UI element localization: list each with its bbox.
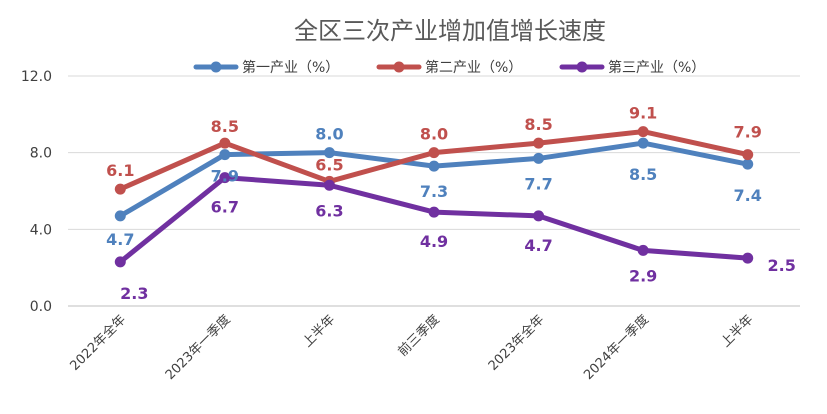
x-tick-label: 2023年全年 bbox=[485, 312, 547, 374]
y-tick-label: 4.0 bbox=[30, 222, 52, 238]
data-label: 2.3 bbox=[120, 284, 148, 303]
data-point bbox=[533, 210, 545, 222]
data-point bbox=[637, 244, 649, 256]
x-tick-label: 上半年 bbox=[718, 312, 756, 350]
y-tick-label: 8.0 bbox=[30, 146, 52, 162]
data-point bbox=[219, 137, 231, 149]
data-point bbox=[742, 252, 754, 264]
data-label: 4.7 bbox=[524, 236, 552, 255]
legend-label: 第三产业（%） bbox=[608, 59, 705, 76]
chart-title: 全区三次产业增加值增长速度 bbox=[294, 17, 606, 45]
data-point bbox=[428, 160, 440, 172]
data-point bbox=[742, 149, 754, 161]
legend-swatch-marker bbox=[210, 61, 222, 73]
data-point bbox=[323, 179, 335, 191]
x-tick-label: 上半年 bbox=[300, 312, 338, 350]
x-tick-label: 前三季度 bbox=[395, 312, 443, 360]
data-point bbox=[114, 210, 126, 222]
data-point bbox=[428, 206, 440, 218]
data-point bbox=[533, 152, 545, 164]
data-labels: 4.7 7.9 8.0 7.3 7.7 8.5 7.4 6.1 8.5 6.5 8.0 8.5 9.1 7… bbox=[106, 104, 796, 303]
data-point bbox=[323, 147, 335, 159]
data-label: 7.7 bbox=[524, 174, 552, 193]
data-point bbox=[742, 158, 754, 170]
data-label: 7.4 bbox=[734, 186, 762, 205]
legend-label: 第二产业（%） bbox=[425, 59, 522, 76]
data-label: 7.9 bbox=[734, 123, 762, 142]
legend-label: 第一产业（%） bbox=[242, 59, 339, 76]
x-tick-label: 2023年一季度 bbox=[162, 312, 233, 383]
data-label: 6.1 bbox=[106, 161, 134, 180]
data-point bbox=[428, 147, 440, 159]
data-label: 8.0 bbox=[315, 125, 343, 144]
data-label: 6.7 bbox=[211, 198, 239, 217]
y-tick-label: 12.0 bbox=[21, 69, 52, 85]
data-label: 7.9 bbox=[211, 167, 239, 186]
data-point bbox=[637, 137, 649, 149]
series bbox=[114, 126, 754, 268]
data-label: 2.9 bbox=[629, 266, 657, 285]
legend: 第一产业（%） 第二产业（%） 第三产业（%） bbox=[193, 59, 705, 76]
x-tick-label: 2024年一季度 bbox=[580, 312, 651, 383]
x-tick-label: 2022年全年 bbox=[67, 312, 129, 374]
legend-swatch-marker bbox=[393, 61, 405, 73]
data-label: 8.5 bbox=[629, 165, 657, 184]
data-label: 8.5 bbox=[211, 117, 239, 136]
data-label: 6.5 bbox=[315, 155, 343, 174]
y-tick-label: 0.0 bbox=[30, 299, 52, 315]
legend-swatch-marker bbox=[576, 61, 588, 73]
data-label: 2.5 bbox=[768, 256, 796, 275]
data-point bbox=[114, 256, 126, 268]
data-label: 8.5 bbox=[524, 115, 552, 134]
data-label: 4.9 bbox=[420, 232, 448, 251]
data-point bbox=[219, 149, 231, 161]
data-point bbox=[219, 172, 231, 184]
data-point bbox=[533, 137, 545, 149]
data-label: 8.0 bbox=[420, 125, 448, 144]
data-point bbox=[637, 126, 649, 138]
data-label: 4.7 bbox=[106, 230, 134, 249]
data-point bbox=[114, 183, 126, 195]
data-label: 9.1 bbox=[629, 104, 657, 123]
data-label: 7.3 bbox=[420, 182, 448, 201]
axes: 0.0 4.0 8.0 12.0 2022年全年 2023年一季度 上半年 前三季度 2023年… bbox=[21, 69, 800, 383]
data-label: 6.3 bbox=[315, 201, 343, 220]
